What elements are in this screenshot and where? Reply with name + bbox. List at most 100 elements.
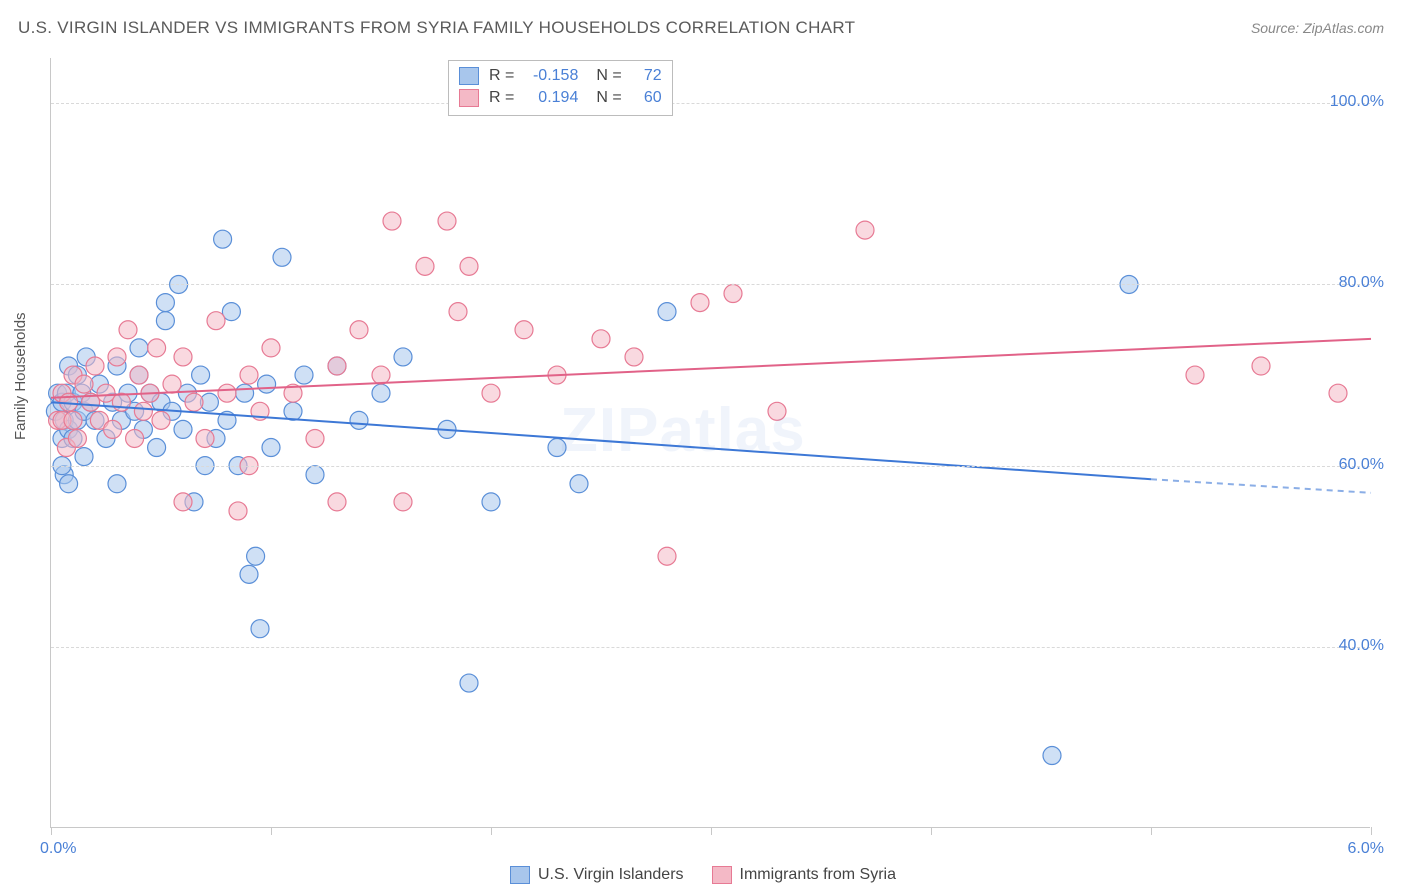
scatter-point xyxy=(394,493,412,511)
legend-N-value: 60 xyxy=(632,89,662,107)
x-tick xyxy=(1151,827,1152,835)
scatter-point xyxy=(570,475,588,493)
legend-N-label: N = xyxy=(596,67,621,85)
legend-series-name: Immigrants from Syria xyxy=(740,866,896,884)
scatter-point xyxy=(306,466,324,484)
scatter-point xyxy=(240,565,258,583)
scatter-point xyxy=(482,384,500,402)
scatter-point xyxy=(284,402,302,420)
scatter-point xyxy=(295,366,313,384)
scatter-point xyxy=(306,429,324,447)
scatter-point xyxy=(192,366,210,384)
x-min-label: 0.0% xyxy=(40,840,76,858)
legend-N-value: 72 xyxy=(632,67,662,85)
scatter-point xyxy=(251,620,269,638)
scatter-point xyxy=(108,475,126,493)
scatter-point xyxy=(174,348,192,366)
chart-title: U.S. VIRGIN ISLANDER VS IMMIGRANTS FROM … xyxy=(18,18,855,38)
scatter-point xyxy=(148,439,166,457)
scatter-point xyxy=(60,475,78,493)
scatter-point xyxy=(658,547,676,565)
legend-R-value: -0.158 xyxy=(524,67,578,85)
scatter-point xyxy=(104,420,122,438)
scatter-point xyxy=(394,348,412,366)
scatter-point xyxy=(174,420,192,438)
scatter-point xyxy=(856,221,874,239)
legend-R-value: 0.194 xyxy=(524,89,578,107)
scatter-point xyxy=(328,357,346,375)
scatter-point xyxy=(258,375,276,393)
scatter-point xyxy=(1329,384,1347,402)
scatter-point xyxy=(768,402,786,420)
legend-R-label: R = xyxy=(489,67,514,85)
scatter-point xyxy=(273,248,291,266)
x-tick xyxy=(931,827,932,835)
gridline-h xyxy=(51,647,1370,648)
scatter-point xyxy=(592,330,610,348)
legend-swatch xyxy=(459,67,479,85)
scatter-point xyxy=(86,357,104,375)
legend-N-label: N = xyxy=(596,89,621,107)
scatter-point xyxy=(148,339,166,357)
scatter-point xyxy=(691,294,709,312)
y-tick-label: 40.0% xyxy=(1339,637,1384,655)
scatter-point xyxy=(130,339,148,357)
scatter-point xyxy=(416,257,434,275)
x-tick xyxy=(271,827,272,835)
scatter-point xyxy=(350,411,368,429)
scatter-point xyxy=(196,429,214,447)
scatter-point xyxy=(247,547,265,565)
scatter-point xyxy=(383,212,401,230)
scatter-point xyxy=(163,375,181,393)
scatter-point xyxy=(515,321,533,339)
scatter-point xyxy=(214,230,232,248)
scatter-point xyxy=(156,312,174,330)
scatter-point xyxy=(438,212,456,230)
x-tick xyxy=(51,827,52,835)
scatter-point xyxy=(724,285,742,303)
legend-swatch xyxy=(510,866,530,884)
scatter-point xyxy=(156,294,174,312)
scatter-point xyxy=(207,312,225,330)
scatter-point xyxy=(1186,366,1204,384)
y-tick-label: 80.0% xyxy=(1339,274,1384,292)
scatter-point xyxy=(1252,357,1270,375)
scatter-point xyxy=(460,674,478,692)
scatter-point xyxy=(119,321,137,339)
x-max-label: 6.0% xyxy=(1348,840,1384,858)
gridline-h xyxy=(51,284,1370,285)
y-tick-label: 60.0% xyxy=(1339,456,1384,474)
scatter-point xyxy=(262,339,280,357)
scatter-point xyxy=(152,411,170,429)
scatter-point xyxy=(328,493,346,511)
scatter-point xyxy=(240,366,258,384)
scatter-point xyxy=(229,502,247,520)
x-tick xyxy=(711,827,712,835)
scatter-point xyxy=(68,429,86,447)
scatter-point xyxy=(658,303,676,321)
scatter-point xyxy=(75,375,93,393)
scatter-point xyxy=(75,448,93,466)
legend-series-item: U.S. Virgin Islanders xyxy=(510,866,684,884)
source-label: Source: ZipAtlas.com xyxy=(1251,20,1384,36)
scatter-point xyxy=(174,493,192,511)
y-tick-label: 100.0% xyxy=(1330,93,1384,111)
scatter-point xyxy=(218,384,236,402)
gridline-h xyxy=(51,466,1370,467)
legend-series: U.S. Virgin Islanders Immigrants from Syr… xyxy=(0,866,1406,884)
scatter-point xyxy=(482,493,500,511)
scatter-point xyxy=(64,411,82,429)
legend-swatch xyxy=(712,866,732,884)
scatter-point xyxy=(548,439,566,457)
scatter-point xyxy=(372,366,390,384)
scatter-point xyxy=(1043,747,1061,765)
plot-area xyxy=(50,58,1370,828)
scatter-point xyxy=(126,429,144,447)
scatter-point xyxy=(262,439,280,457)
scatter-point xyxy=(236,384,254,402)
trend-line-dashed xyxy=(1151,479,1371,493)
gridline-h xyxy=(51,103,1370,104)
scatter-point xyxy=(185,393,203,411)
scatter-point xyxy=(134,402,152,420)
legend-stats-box: R =-0.158N =72R =0.194N =60 xyxy=(448,60,673,116)
